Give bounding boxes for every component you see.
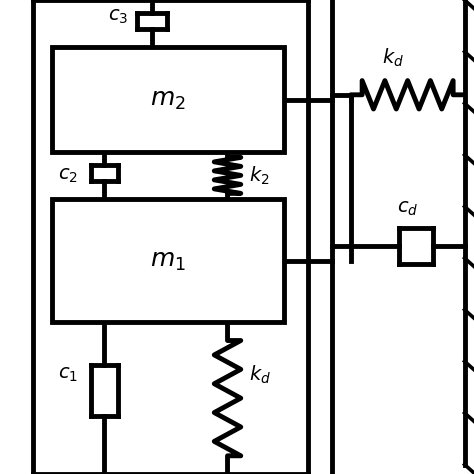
Text: $m_2$: $m_2$ xyxy=(150,88,186,111)
Text: $c_2$: $c_2$ xyxy=(58,166,78,185)
Text: $c_d$: $c_d$ xyxy=(397,199,419,218)
Bar xyxy=(52,47,284,152)
Text: $k_2$: $k_2$ xyxy=(249,164,269,187)
Bar xyxy=(52,199,284,322)
Text: $m_1$: $m_1$ xyxy=(150,249,186,273)
Text: $k_d$: $k_d$ xyxy=(249,363,271,386)
Text: $c_3$: $c_3$ xyxy=(108,7,128,26)
Text: $k_d$: $k_d$ xyxy=(383,46,404,69)
Text: $c_1$: $c_1$ xyxy=(58,365,78,384)
